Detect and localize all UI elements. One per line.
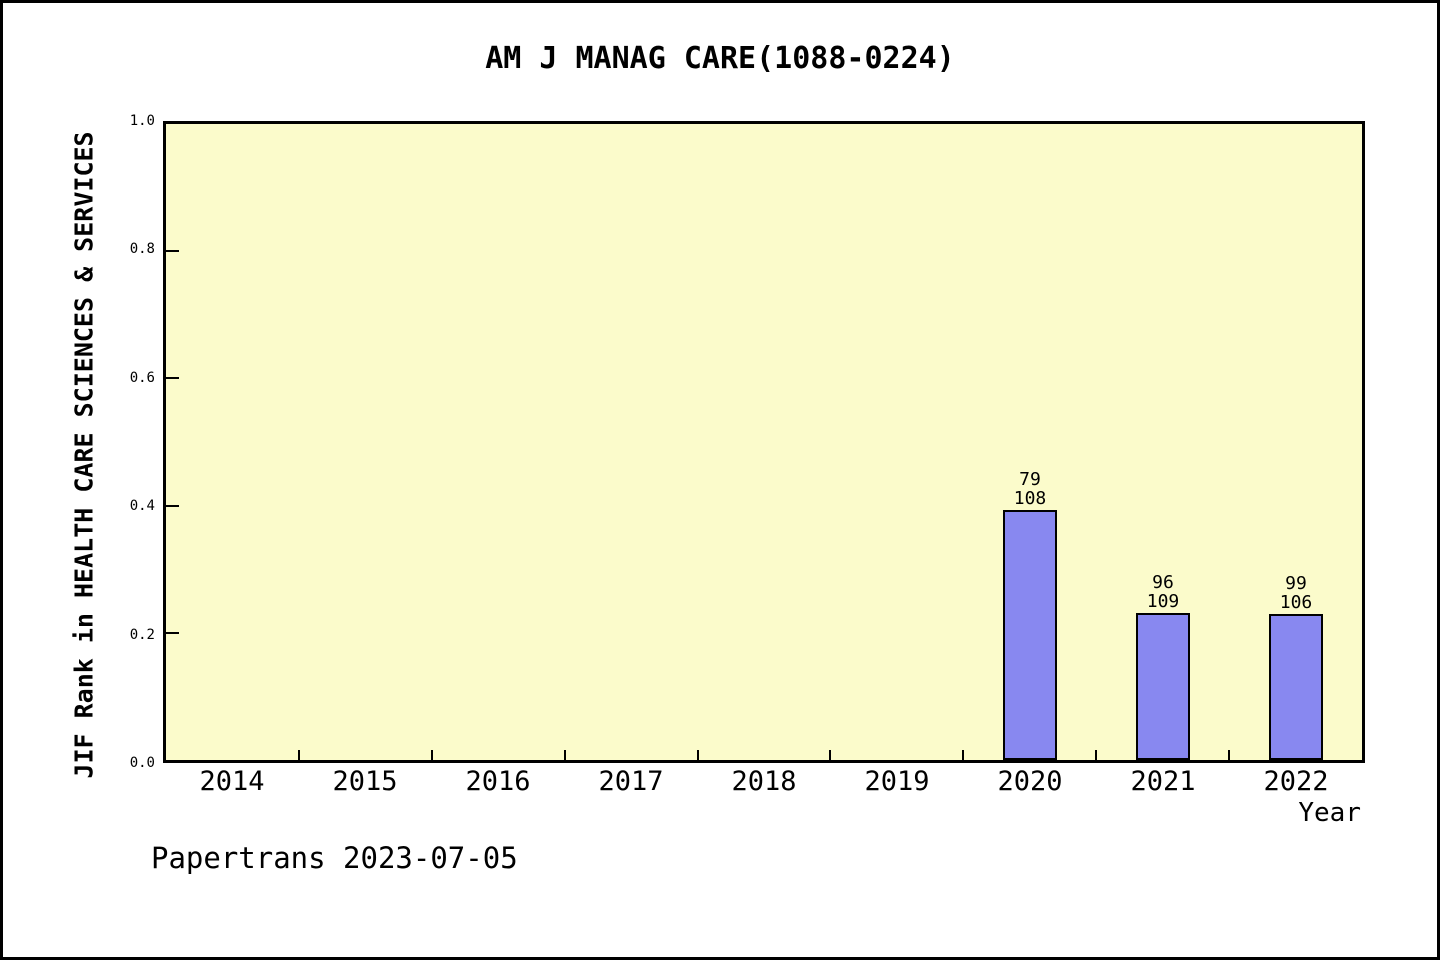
x-tick-label: 2017 [598, 766, 664, 797]
bar-total: 109 [1146, 591, 1180, 612]
y-tick-label: 0.0 [129, 755, 155, 771]
x-tick-label: 2020 [997, 766, 1063, 797]
y-tick-label: 0.4 [129, 498, 155, 514]
x-tick-label: 2021 [1130, 766, 1196, 797]
x-tick-mark [1228, 750, 1230, 760]
bar-rank: 79 [1019, 469, 1041, 490]
bar-annotation-2022: 99 106 [1226, 574, 1366, 612]
bar-total: 108 [1013, 488, 1047, 509]
y-axis-title: JIF Rank in HEALTH CARE SCIENCES & SERVI… [69, 131, 99, 779]
x-tick-label: 2014 [199, 766, 265, 797]
y-tick-mark [166, 377, 179, 379]
bar-annotation-2020: 79 108 [960, 470, 1100, 508]
x-tick-label: 2016 [465, 766, 531, 797]
x-tick-label: 2015 [332, 766, 398, 797]
x-tick-label: 2022 [1263, 766, 1329, 797]
x-tick-mark [962, 750, 964, 760]
bar-annotation-2021: 96 109 [1093, 573, 1233, 611]
x-tick-mark [697, 750, 699, 760]
x-tick-label: 2018 [731, 766, 797, 797]
x-tick-mark [829, 750, 831, 760]
y-tick-mark [166, 505, 179, 507]
bar-rank: 96 [1152, 572, 1174, 593]
y-tick-label: 0.6 [129, 370, 155, 386]
x-tick-mark [298, 750, 300, 760]
bar-2020 [1003, 510, 1057, 760]
y-tick-mark [166, 250, 179, 252]
x-tick-mark [1095, 750, 1097, 760]
footer-note: Papertrans 2023-07-05 [151, 841, 518, 875]
chart-title: AM J MANAG CARE(1088-0224) [485, 41, 955, 76]
x-tick-mark [564, 750, 566, 760]
bar-rank: 99 [1285, 573, 1307, 594]
x-tick-label: 2019 [864, 766, 930, 797]
plot-area: 79 108 96 109 99 106 [163, 121, 1365, 763]
y-tick-label: 0.2 [129, 627, 155, 643]
bar-total: 106 [1279, 592, 1313, 613]
y-tick-label: 0.8 [129, 241, 155, 257]
y-tick-label: 1.0 [129, 113, 155, 129]
x-axis-title: Year [1298, 798, 1361, 828]
bar-2022 [1269, 614, 1323, 760]
bar-2021 [1136, 613, 1190, 760]
x-tick-mark [431, 750, 433, 760]
y-tick-mark [166, 632, 179, 634]
